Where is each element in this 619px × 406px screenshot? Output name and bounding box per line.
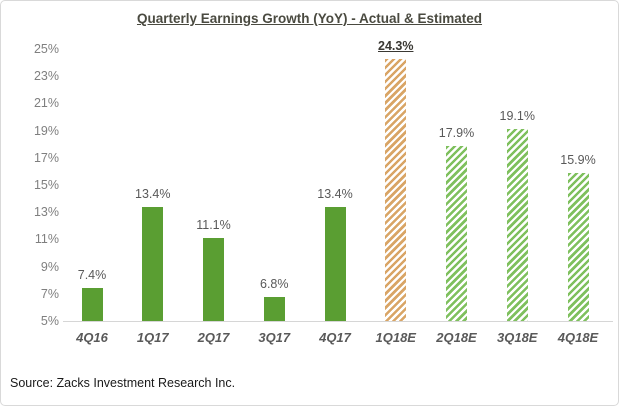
y-axis-tick-label: 7% — [40, 286, 59, 301]
bar-value-label: 6.8% — [260, 276, 289, 291]
bar-4q17 — [324, 206, 346, 321]
bar-3q18e — [506, 129, 528, 321]
x-axis-tick-label: 4Q17 — [319, 330, 351, 345]
bar-value-label: 19.1% — [499, 109, 535, 124]
x-axis-tick-label: 3Q18E — [497, 330, 538, 345]
x-axis-tick-label: 1Q17 — [136, 330, 169, 345]
y-axis-tick-label: 11% — [34, 232, 59, 247]
y-axis-tick-label: 21% — [33, 96, 59, 111]
y-axis-tick-label: 19% — [33, 123, 59, 138]
bar-4q16 — [81, 288, 103, 321]
chart-title: Quarterly Earnings Growth (YoY) - Actual… — [136, 11, 483, 26]
source-note: Source: Zacks Investment Research Inc. — [10, 376, 236, 390]
bar-value-label: 13.4% — [317, 186, 353, 201]
x-axis-tick-label: 4Q18E — [557, 330, 599, 345]
x-axis-tick-label: 2Q17 — [197, 330, 230, 345]
x-axis-tick-label: 2Q18E — [436, 330, 477, 345]
bar-value-label: 7.4% — [77, 268, 107, 283]
x-axis-tick-label: 1Q18E — [375, 330, 416, 345]
y-axis-tick-label: 15% — [33, 178, 59, 192]
bar-value-label: 24.3% — [378, 38, 414, 53]
bar-2q17 — [203, 238, 224, 321]
y-axis-tick-label: 13% — [33, 205, 59, 220]
x-axis-tick-label: 3Q17 — [258, 330, 291, 345]
bar-2q18e — [446, 145, 467, 321]
bar-3q17 — [263, 296, 285, 321]
bar-value-label: 17.9% — [438, 125, 475, 140]
y-axis-tick-label: 17% — [33, 150, 59, 165]
y-axis-tick-label: 5% — [40, 314, 59, 328]
y-axis-tick-label: 25% — [33, 42, 59, 56]
bar-value-label: 13.4% — [135, 186, 171, 201]
bar-value-label: 11.1% — [196, 218, 231, 233]
bar-4q18e — [567, 172, 589, 321]
y-axis-tick-label: 23% — [33, 69, 59, 84]
x-axis-line — [63, 321, 613, 322]
bar-1q17 — [142, 206, 164, 321]
x-axis-tick-label: 4Q16 — [76, 330, 108, 345]
y-axis-tick-label: 9% — [40, 259, 59, 274]
bar-1q18e — [385, 58, 407, 321]
bar-value-label: 15.9% — [560, 152, 596, 167]
